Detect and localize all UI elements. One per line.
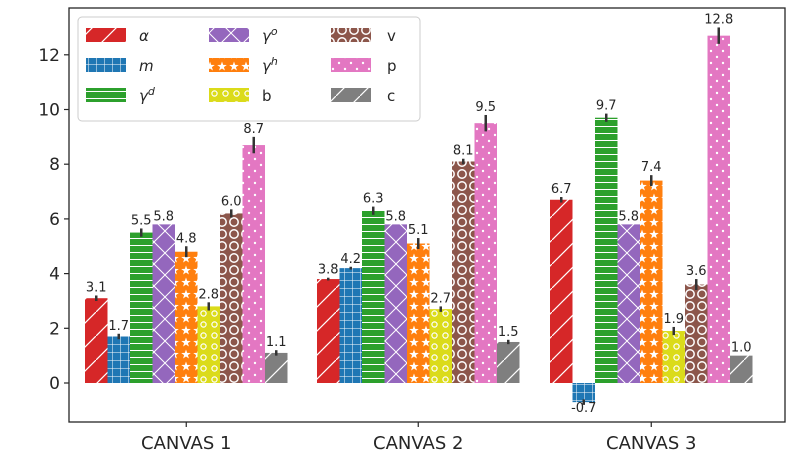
legend-swatch xyxy=(86,58,126,72)
bar-c-canvas-3 xyxy=(730,355,753,383)
legend-label: γd xyxy=(139,85,156,105)
data-label: 3.6 xyxy=(686,264,707,279)
data-label: 2.7 xyxy=(430,291,451,306)
bar-c-canvas-1 xyxy=(265,352,288,383)
data-label: 9.7 xyxy=(596,99,617,114)
bar-m-canvas-2 xyxy=(339,268,362,383)
data-label: 3.8 xyxy=(318,263,339,278)
legend: αm γd γo γh b vpc xyxy=(77,16,421,122)
legend-swatch xyxy=(86,88,126,102)
y-tick-label: 2 xyxy=(49,319,60,339)
data-label: 5.1 xyxy=(408,223,429,238)
data-label: 2.8 xyxy=(198,287,219,302)
legend-swatch xyxy=(209,58,249,72)
data-label: 9.5 xyxy=(475,100,496,115)
data-label: 5.8 xyxy=(618,209,639,224)
bar-v-canvas-1 xyxy=(220,213,243,383)
y-tick-label: 6 xyxy=(49,210,60,230)
legend-label: γo xyxy=(262,25,278,45)
axes-frame xyxy=(68,7,786,423)
x-tick-label: CANVAS 3 xyxy=(606,433,696,454)
data-label: 1.1 xyxy=(266,335,287,350)
legend-label: α xyxy=(139,27,149,45)
data-label: 3.1 xyxy=(86,280,107,295)
legend-swatch xyxy=(331,28,371,42)
bar-γo-canvas-3 xyxy=(617,224,640,383)
bar-p-canvas-3 xyxy=(707,35,730,383)
data-label: 8.1 xyxy=(453,144,474,159)
legend-swatch xyxy=(331,58,371,72)
legend-swatch xyxy=(209,28,249,42)
bar-v-canvas-2 xyxy=(452,161,475,383)
data-label: 5.5 xyxy=(131,213,152,228)
bar-c-canvas-2 xyxy=(497,341,520,383)
data-label: 1.5 xyxy=(498,325,519,340)
data-label: 6.7 xyxy=(551,182,572,197)
bar-γd-canvas-3 xyxy=(595,117,618,383)
axes-layer: 0 2 4 6 8 10 12 CANVAS 1 CANVAS 2 CANVAS 3 xyxy=(38,7,786,454)
data-label: 6.0 xyxy=(221,194,242,209)
y-tick-label: 4 xyxy=(49,265,60,285)
bar-p-canvas-1 xyxy=(242,145,265,383)
bar-γo-canvas-2 xyxy=(384,224,407,383)
data-label: -0.7 xyxy=(571,401,596,416)
bar-p-canvas-2 xyxy=(474,123,497,384)
bar-b-canvas-1 xyxy=(197,306,220,383)
bars-layer xyxy=(85,27,753,405)
y-tick-label: 12 xyxy=(38,46,60,66)
bar-α-canvas-3 xyxy=(550,199,573,383)
x-tick-label: CANVAS 1 xyxy=(141,433,231,454)
data-label: 8.7 xyxy=(243,122,264,137)
bar-α-canvas-1 xyxy=(85,298,108,383)
bar-v-canvas-3 xyxy=(685,284,708,383)
bar-γd-canvas-1 xyxy=(130,232,153,383)
bar-b-canvas-3 xyxy=(662,331,685,383)
data-label: 1.7 xyxy=(108,319,129,334)
legend-label: p xyxy=(387,57,397,75)
bar-γo-canvas-1 xyxy=(152,224,175,383)
bar-γd-canvas-2 xyxy=(362,210,385,383)
bar-b-canvas-2 xyxy=(429,309,452,383)
data-label: 1.9 xyxy=(663,312,684,327)
y-tick-label: 0 xyxy=(49,374,60,394)
data-labels-layer: 3.13.86.71.74.2-0.75.56.39.75.8 5.8 5.84.8… xyxy=(86,12,752,416)
legend-label: b xyxy=(262,87,272,105)
legend-label: v xyxy=(387,27,396,45)
legend-label: c xyxy=(387,87,395,105)
y-tick-label: 10 xyxy=(38,101,60,121)
data-label: 5.8 xyxy=(385,209,406,224)
bar-m-canvas-3 xyxy=(572,383,595,403)
legend-swatch xyxy=(86,28,126,42)
data-label: 5.8 xyxy=(153,209,174,224)
legend-swatch xyxy=(331,88,371,102)
bar-m-canvas-1 xyxy=(107,336,130,383)
data-label: 1.0 xyxy=(731,341,752,356)
bar-α-canvas-2 xyxy=(317,279,340,383)
legend-label: γh xyxy=(262,55,278,75)
legend-swatch xyxy=(209,88,249,102)
y-tick-label: 8 xyxy=(49,155,60,175)
x-tick-label: CANVAS 2 xyxy=(373,433,463,454)
data-label: 12.8 xyxy=(704,12,733,27)
data-label: 4.8 xyxy=(176,231,197,246)
data-label: 6.3 xyxy=(363,192,384,207)
legend-label: m xyxy=(139,57,154,75)
bar-γh-canvas-3 xyxy=(640,180,663,383)
bar-γh-canvas-1 xyxy=(175,251,198,383)
data-label: 7.4 xyxy=(641,160,662,175)
data-label: 4.2 xyxy=(340,252,361,267)
bar-γh-canvas-2 xyxy=(407,243,430,383)
